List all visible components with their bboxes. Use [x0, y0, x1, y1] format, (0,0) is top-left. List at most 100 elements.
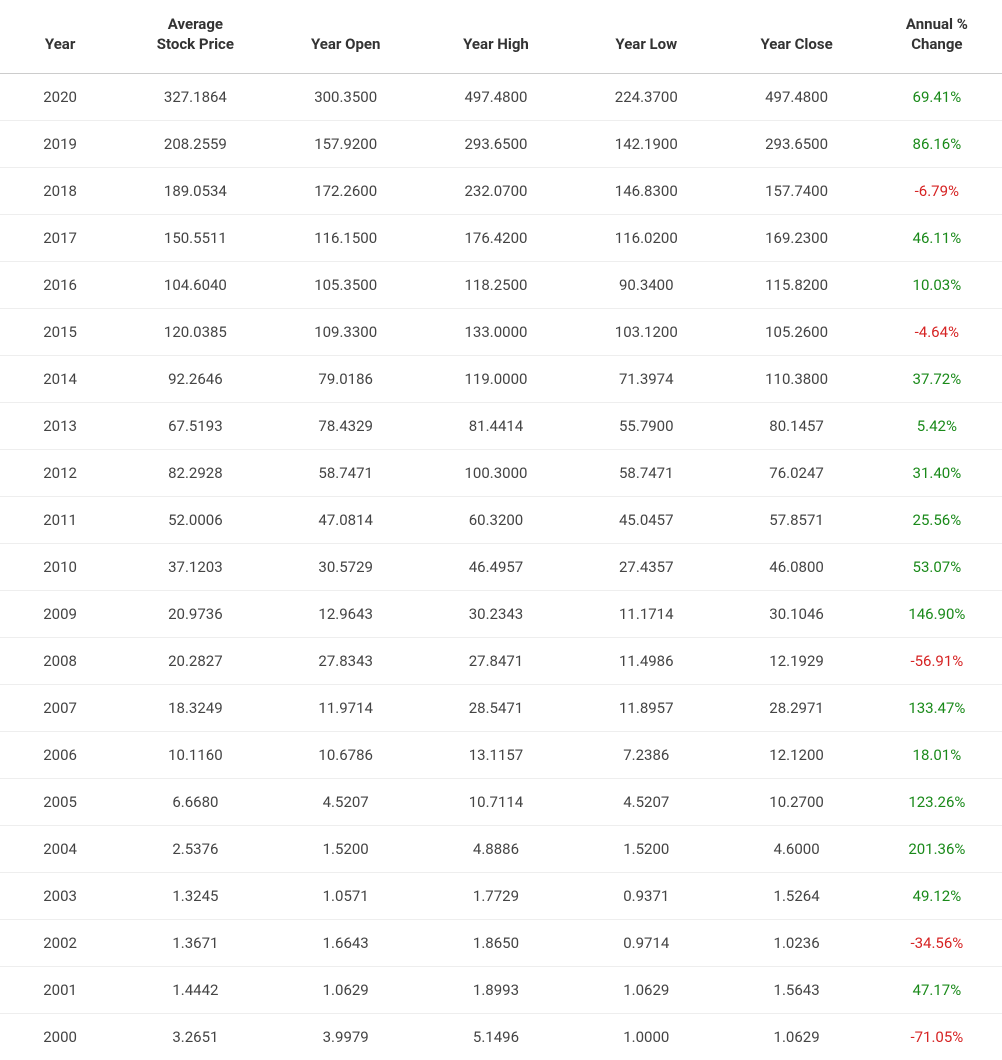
cell-change: 86.16%: [872, 120, 1002, 167]
cell-avg: 37.1203: [120, 543, 270, 590]
cell-close: 12.1929: [721, 637, 871, 684]
cell-low: 1.0000: [571, 1013, 721, 1060]
cell-change: 123.26%: [872, 778, 1002, 825]
cell-change: 146.90%: [872, 590, 1002, 637]
cell-low: 55.7900: [571, 402, 721, 449]
cell-open: 78.4329: [271, 402, 421, 449]
cell-avg: 18.3249: [120, 684, 270, 731]
cell-avg: 52.0006: [120, 496, 270, 543]
cell-high: 119.0000: [421, 355, 571, 402]
cell-avg: 208.2559: [120, 120, 270, 167]
cell-change: 5.42%: [872, 402, 1002, 449]
table-row: 201367.519378.432981.441455.790080.14575…: [0, 402, 1002, 449]
cell-open: 1.5200: [271, 825, 421, 872]
cell-change: 49.12%: [872, 872, 1002, 919]
cell-avg: 2.5376: [120, 825, 270, 872]
cell-high: 293.6500: [421, 120, 571, 167]
table-row: 20003.26513.99795.14961.00001.0629-71.05…: [0, 1013, 1002, 1060]
cell-open: 47.0814: [271, 496, 421, 543]
cell-avg: 1.4442: [120, 966, 270, 1013]
cell-open: 30.5729: [271, 543, 421, 590]
cell-high: 100.3000: [421, 449, 571, 496]
cell-high: 13.1157: [421, 731, 571, 778]
cell-low: 142.1900: [571, 120, 721, 167]
cell-close: 1.5643: [721, 966, 871, 1013]
cell-year: 2009: [0, 590, 120, 637]
cell-low: 7.2386: [571, 731, 721, 778]
cell-high: 60.3200: [421, 496, 571, 543]
cell-avg: 1.3671: [120, 919, 270, 966]
cell-high: 46.4957: [421, 543, 571, 590]
cell-change: 53.07%: [872, 543, 1002, 590]
cell-open: 3.9979: [271, 1013, 421, 1060]
cell-change: -56.91%: [872, 637, 1002, 684]
cell-change: -4.64%: [872, 308, 1002, 355]
cell-high: 497.4800: [421, 73, 571, 120]
cell-avg: 189.0534: [120, 167, 270, 214]
table-row: 2016104.6040105.3500118.250090.3400115.8…: [0, 261, 1002, 308]
cell-close: 115.8200: [721, 261, 871, 308]
cell-close: 169.2300: [721, 214, 871, 261]
cell-avg: 150.5511: [120, 214, 270, 261]
col-header-low[interactable]: Year Low: [571, 0, 721, 73]
cell-avg: 20.2827: [120, 637, 270, 684]
table-row: 201037.120330.572946.495727.435746.08005…: [0, 543, 1002, 590]
cell-year: 2005: [0, 778, 120, 825]
col-header-close[interactable]: Year Close: [721, 0, 871, 73]
cell-low: 71.3974: [571, 355, 721, 402]
table-row: 200610.116010.678613.11577.238612.120018…: [0, 731, 1002, 778]
table-row: 201282.292858.7471100.300058.747176.0247…: [0, 449, 1002, 496]
cell-open: 105.3500: [271, 261, 421, 308]
cell-low: 58.7471: [571, 449, 721, 496]
cell-change: 31.40%: [872, 449, 1002, 496]
cell-change: -34.56%: [872, 919, 1002, 966]
cell-avg: 82.2928: [120, 449, 270, 496]
cell-year: 2018: [0, 167, 120, 214]
table-header: Year AverageStock Price Year Open Year H…: [0, 0, 1002, 73]
cell-open: 1.0571: [271, 872, 421, 919]
cell-close: 10.2700: [721, 778, 871, 825]
col-header-open[interactable]: Year Open: [271, 0, 421, 73]
cell-close: 76.0247: [721, 449, 871, 496]
cell-avg: 20.9736: [120, 590, 270, 637]
cell-open: 1.0629: [271, 966, 421, 1013]
cell-avg: 6.6680: [120, 778, 270, 825]
cell-close: 110.3800: [721, 355, 871, 402]
cell-year: 2004: [0, 825, 120, 872]
cell-year: 2000: [0, 1013, 120, 1060]
cell-close: 1.0236: [721, 919, 871, 966]
stock-price-table: Year AverageStock Price Year Open Year H…: [0, 0, 1002, 1060]
cell-open: 300.3500: [271, 73, 421, 120]
cell-avg: 104.6040: [120, 261, 270, 308]
cell-close: 293.6500: [721, 120, 871, 167]
cell-year: 2015: [0, 308, 120, 355]
col-header-avg[interactable]: AverageStock Price: [120, 0, 270, 73]
cell-close: 4.6000: [721, 825, 871, 872]
cell-year: 2020: [0, 73, 120, 120]
cell-year: 2001: [0, 966, 120, 1013]
cell-avg: 3.2651: [120, 1013, 270, 1060]
cell-year: 2003: [0, 872, 120, 919]
cell-change: -71.05%: [872, 1013, 1002, 1060]
col-header-high[interactable]: Year High: [421, 0, 571, 73]
col-header-change[interactable]: Annual %Change: [872, 0, 1002, 73]
cell-close: 28.2971: [721, 684, 871, 731]
cell-low: 11.1714: [571, 590, 721, 637]
cell-avg: 120.0385: [120, 308, 270, 355]
cell-low: 0.9371: [571, 872, 721, 919]
cell-year: 2013: [0, 402, 120, 449]
cell-year: 2007: [0, 684, 120, 731]
cell-close: 12.1200: [721, 731, 871, 778]
cell-year: 2010: [0, 543, 120, 590]
cell-open: 10.6786: [271, 731, 421, 778]
cell-avg: 10.1160: [120, 731, 270, 778]
table-row: 2018189.0534172.2600232.0700146.8300157.…: [0, 167, 1002, 214]
cell-high: 176.4200: [421, 214, 571, 261]
cell-change: 47.17%: [872, 966, 1002, 1013]
cell-year: 2012: [0, 449, 120, 496]
cell-high: 118.2500: [421, 261, 571, 308]
col-header-year[interactable]: Year: [0, 0, 120, 73]
cell-change: 133.47%: [872, 684, 1002, 731]
table-row: 2017150.5511116.1500176.4200116.0200169.…: [0, 214, 1002, 261]
cell-change: 10.03%: [872, 261, 1002, 308]
